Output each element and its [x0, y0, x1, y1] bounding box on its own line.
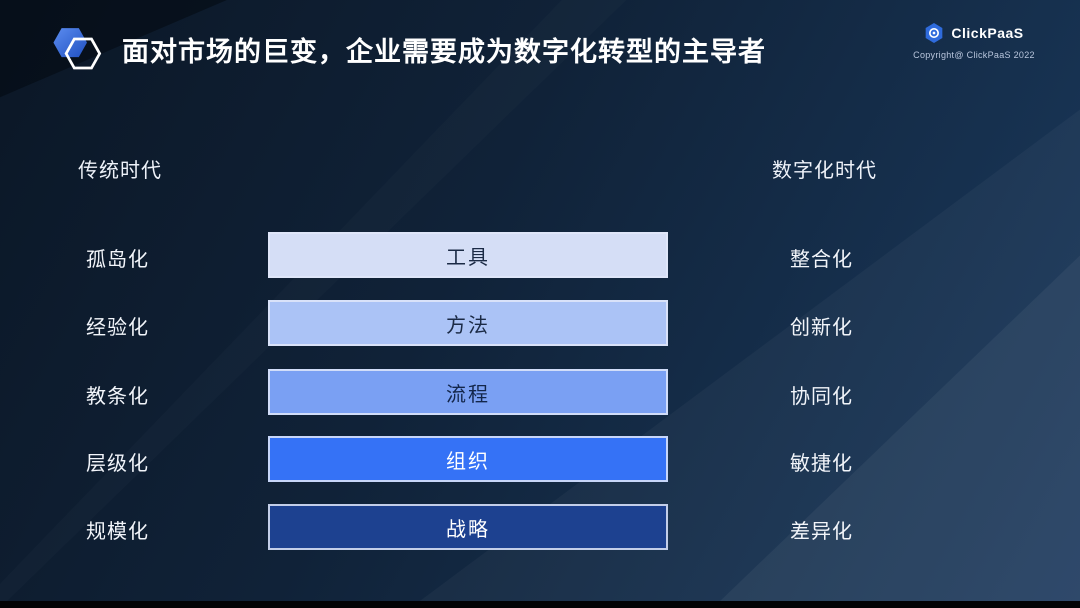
stage-bar: 工具	[268, 232, 668, 278]
right-label: 整合化	[790, 249, 853, 271]
page-title: 面对市场的巨变，企业需要成为数字化转型的主导者	[122, 36, 766, 67]
right-label: 敏捷化	[790, 453, 853, 475]
brand-name: ClickPaaS	[951, 25, 1024, 41]
column-header-traditional: 传统时代	[78, 160, 162, 182]
copyright-text: Copyright@ ClickPaaS 2022	[913, 50, 1035, 60]
hexagon-bullet-icon	[53, 28, 102, 70]
brand-block: ClickPaaS Copyright@ ClickPaaS 2022	[894, 22, 1054, 60]
left-label: 教条化	[86, 386, 149, 408]
left-label: 规模化	[86, 521, 149, 543]
left-label: 层级化	[86, 453, 149, 475]
clickpaas-logo-icon	[926, 23, 943, 43]
bottom-black-strip	[0, 601, 1080, 608]
slide-header: 面对市场的巨变，企业需要成为数字化转型的主导者	[48, 20, 766, 78]
stage-bar: 组织	[268, 436, 668, 482]
stage-bar: 方法	[268, 300, 668, 346]
stage-bar: 战略	[268, 504, 668, 550]
column-header-digital: 数字化时代	[772, 160, 877, 182]
right-label: 差异化	[790, 521, 853, 543]
left-label: 孤岛化	[86, 249, 149, 271]
stage-bar: 流程	[268, 369, 668, 415]
right-label: 协同化	[790, 386, 853, 408]
right-label: 创新化	[790, 317, 853, 339]
left-label: 经验化	[86, 317, 149, 339]
